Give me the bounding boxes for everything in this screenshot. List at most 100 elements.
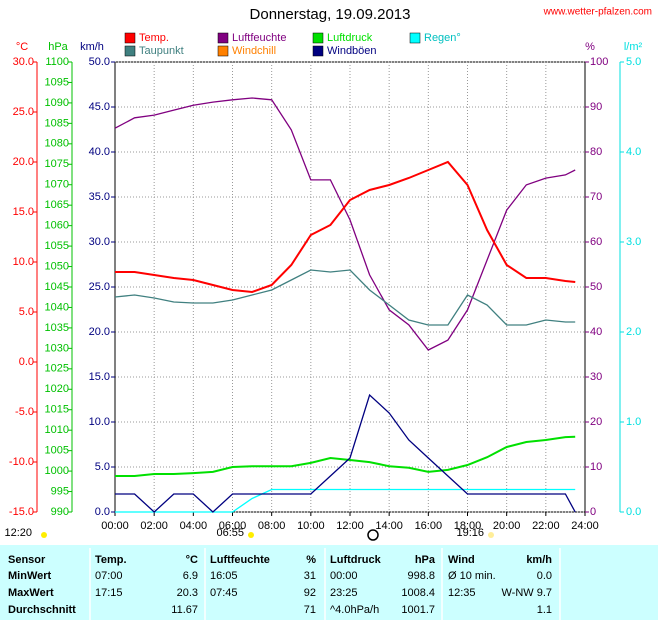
y-tick-label: 10	[590, 461, 602, 473]
table-cell: 0.0	[537, 570, 552, 582]
y-tick-label: 1005	[45, 445, 69, 457]
axis-unit: %	[585, 41, 595, 53]
x-tick-label: 04:00	[180, 520, 208, 532]
sunrise-icon	[248, 532, 254, 538]
table-cell: 23:25	[330, 587, 358, 599]
y-tick-label: 100	[590, 56, 608, 68]
y-tick-label: 5.0	[19, 306, 34, 318]
series-line	[115, 393, 576, 513]
y-tick-label: 1020	[45, 383, 69, 395]
series-line	[114, 97, 576, 351]
y-tick-label: 1010	[45, 424, 69, 436]
source: www.wetter-pfalzen.com	[543, 7, 652, 18]
y-tick-label: 20.0	[13, 156, 34, 168]
y-tick-label: 50	[590, 281, 602, 293]
sunset-icon	[488, 532, 494, 538]
y-tick-label: 10.0	[13, 256, 34, 268]
y-tick-label: 1035	[45, 322, 69, 334]
table-header: km/h	[526, 554, 552, 566]
table-cell: 1008.4	[401, 587, 435, 599]
y-tick-label: 1030	[45, 342, 69, 354]
table-cell: 92	[304, 587, 316, 599]
x-tick-label: 22:00	[532, 520, 560, 532]
y-tick-label: 3.0	[626, 236, 641, 248]
y-tick-label: 1055	[45, 240, 69, 252]
y-tick-label: 2.0	[626, 326, 641, 338]
table-cell: 20.3	[177, 587, 198, 599]
y-tick-label: 1060	[45, 220, 69, 232]
x-tick-label: 20:00	[493, 520, 521, 532]
y-tick-label: 1085	[45, 117, 69, 129]
table-header: °C	[186, 554, 198, 566]
legend-swatch	[124, 32, 136, 44]
chart-title: Donnerstag, 19.09.2013	[250, 6, 411, 23]
table-cell: 6.9	[183, 570, 198, 582]
y-tick-label: 1100	[45, 56, 69, 68]
table-cell: 07:00	[95, 570, 123, 582]
y-tick-label: 0.0	[19, 356, 34, 368]
sunrise-time: 06:55	[216, 527, 244, 539]
legend-label: Taupunkt	[139, 45, 184, 57]
legend-label: Windböen	[327, 45, 377, 57]
x-tick-label: 16:00	[415, 520, 443, 532]
y-tick-label: 70	[590, 191, 602, 203]
table-cell: 07:45	[210, 587, 238, 599]
x-tick-label: 10:00	[297, 520, 325, 532]
table-cell: W-NW 9.7	[501, 587, 552, 599]
y-tick-label: 30.0	[13, 56, 34, 68]
legend-label: Luftdruck	[327, 32, 373, 44]
y-tick-label: 20	[590, 416, 602, 428]
y-tick-label: 1025	[45, 363, 69, 375]
cursor-icon	[367, 529, 379, 541]
x-tick-label: 08:00	[258, 520, 286, 532]
series-line	[115, 488, 576, 513]
y-tick-label: 1070	[45, 179, 69, 191]
y-tick-label: 30	[590, 371, 602, 383]
y-tick-label: 45.0	[89, 101, 110, 113]
y-tick-label: 0.0	[626, 506, 641, 518]
legend-swatch	[312, 45, 324, 57]
sunset-time: 19:16	[456, 527, 484, 539]
y-tick-label: -5.0	[15, 406, 34, 418]
table-cell: 12:35	[448, 587, 476, 599]
y-tick-label: 1095	[45, 76, 69, 88]
y-tick-label: 1080	[45, 138, 69, 150]
series-line	[114, 269, 576, 326]
table-row-label: MaxWert	[8, 587, 54, 599]
table-cell: Ø 10 min.	[448, 570, 496, 582]
y-tick-label: 5.0	[626, 56, 641, 68]
legend-label: Windchill	[232, 45, 276, 57]
legend-swatch	[217, 45, 229, 57]
y-tick-label: 1.0	[626, 416, 641, 428]
y-tick-label: 1040	[45, 301, 69, 313]
series-line	[115, 435, 576, 477]
table-cell: 00:00	[330, 570, 358, 582]
axis-unit: °C	[16, 41, 28, 53]
y-tick-label: -15.0	[9, 506, 34, 518]
table-cell: 1001.7	[401, 604, 435, 616]
y-tick-label: 1075	[45, 158, 69, 170]
y-tick-label: 60	[590, 236, 602, 248]
axis-unit: km/h	[80, 41, 104, 53]
moon-time: 12:20	[4, 527, 32, 539]
x-tick-label: 24:00	[571, 520, 599, 532]
table-cell: 17:15	[95, 587, 123, 599]
x-tick-label: 00:00	[101, 520, 129, 532]
y-tick-label: 1045	[45, 281, 69, 293]
table-header: Wind	[448, 554, 475, 566]
moon-icon	[41, 532, 47, 538]
y-tick-label: 50.0	[89, 56, 110, 68]
y-tick-label: 1000	[45, 465, 69, 477]
table-cell: 998.8	[407, 570, 435, 582]
table-header: %	[306, 554, 316, 566]
y-tick-label: -10.0	[9, 456, 34, 468]
y-tick-label: 0.0	[95, 506, 110, 518]
table-cell: 1.1	[537, 604, 552, 616]
axis-unit: hPa	[48, 41, 68, 53]
table: Sensor Temp. °C Luftfeuchte% Luftdruck hPa Win…	[8, 548, 561, 620]
y-tick-label: 25.0	[89, 281, 110, 293]
y-tick-label: 995	[51, 485, 69, 497]
y-tick-label: 80	[590, 146, 602, 158]
